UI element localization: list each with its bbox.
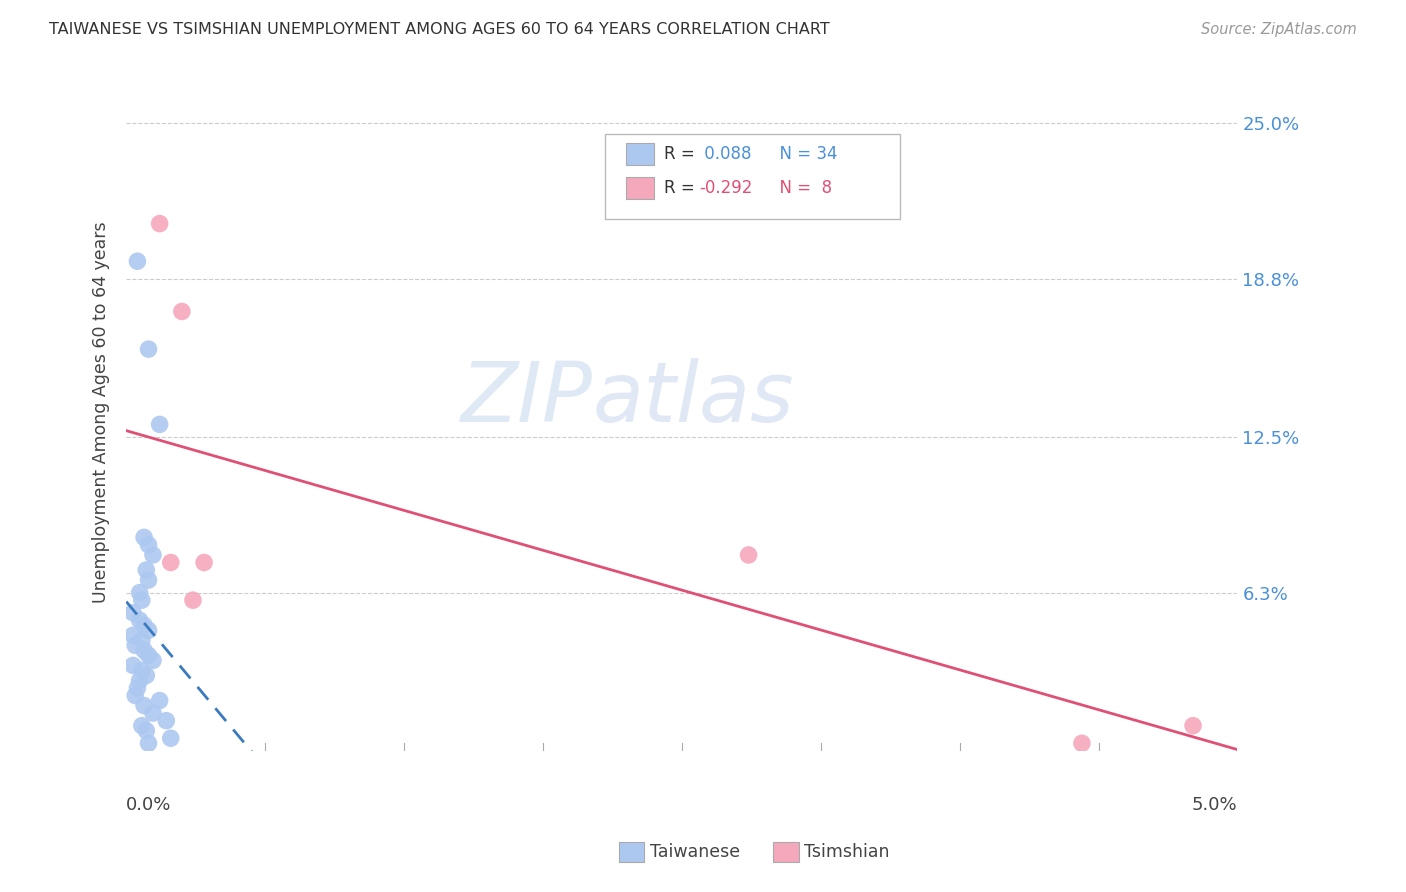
Text: 0.088: 0.088 bbox=[699, 145, 751, 163]
Point bbox=[138, 736, 160, 750]
Point bbox=[135, 723, 157, 738]
Text: 0.0%: 0.0% bbox=[127, 796, 172, 814]
Text: 5.0%: 5.0% bbox=[1192, 796, 1237, 814]
Point bbox=[122, 628, 145, 642]
Point bbox=[737, 548, 759, 562]
Point bbox=[122, 606, 145, 620]
Point bbox=[132, 530, 155, 544]
Point bbox=[159, 731, 181, 746]
Text: Tsimshian: Tsimshian bbox=[804, 843, 890, 861]
Point bbox=[132, 698, 155, 713]
Point bbox=[181, 593, 204, 607]
Text: atlas: atlas bbox=[593, 358, 794, 439]
Point bbox=[124, 689, 146, 703]
Point bbox=[135, 668, 157, 682]
Point bbox=[135, 563, 157, 577]
Point bbox=[124, 638, 146, 652]
Point bbox=[132, 643, 155, 657]
Text: R =: R = bbox=[664, 145, 700, 163]
Point bbox=[159, 556, 181, 570]
Point bbox=[127, 681, 149, 695]
Text: -0.292: -0.292 bbox=[699, 179, 752, 197]
Point bbox=[128, 613, 150, 627]
Point bbox=[138, 624, 160, 638]
Point bbox=[149, 693, 172, 707]
Text: ZIP: ZIP bbox=[461, 358, 593, 439]
Point bbox=[128, 585, 150, 599]
Text: Source: ZipAtlas.com: Source: ZipAtlas.com bbox=[1201, 22, 1357, 37]
Point bbox=[138, 538, 160, 552]
Point bbox=[149, 217, 172, 231]
Point bbox=[138, 342, 160, 356]
Point bbox=[122, 658, 145, 673]
Point bbox=[142, 706, 165, 720]
Point bbox=[155, 714, 177, 728]
Point bbox=[138, 648, 160, 663]
Point bbox=[131, 593, 153, 607]
Point bbox=[131, 633, 153, 648]
Text: R =: R = bbox=[664, 179, 700, 197]
Point bbox=[138, 573, 160, 587]
Point bbox=[149, 417, 172, 432]
Point bbox=[131, 719, 153, 733]
Point bbox=[127, 254, 149, 268]
Point bbox=[1182, 719, 1205, 733]
Text: TAIWANESE VS TSIMSHIAN UNEMPLOYMENT AMONG AGES 60 TO 64 YEARS CORRELATION CHART: TAIWANESE VS TSIMSHIAN UNEMPLOYMENT AMON… bbox=[49, 22, 830, 37]
Text: Taiwanese: Taiwanese bbox=[650, 843, 740, 861]
Point bbox=[128, 673, 150, 688]
Point bbox=[132, 618, 155, 632]
Point bbox=[131, 664, 153, 678]
Point bbox=[1071, 736, 1094, 750]
Y-axis label: Unemployment Among Ages 60 to 64 years: Unemployment Among Ages 60 to 64 years bbox=[93, 221, 110, 603]
Text: N = 34: N = 34 bbox=[769, 145, 838, 163]
Point bbox=[170, 304, 193, 318]
Point bbox=[142, 548, 165, 562]
Point bbox=[193, 556, 215, 570]
Point bbox=[142, 653, 165, 667]
Text: N =  8: N = 8 bbox=[769, 179, 832, 197]
